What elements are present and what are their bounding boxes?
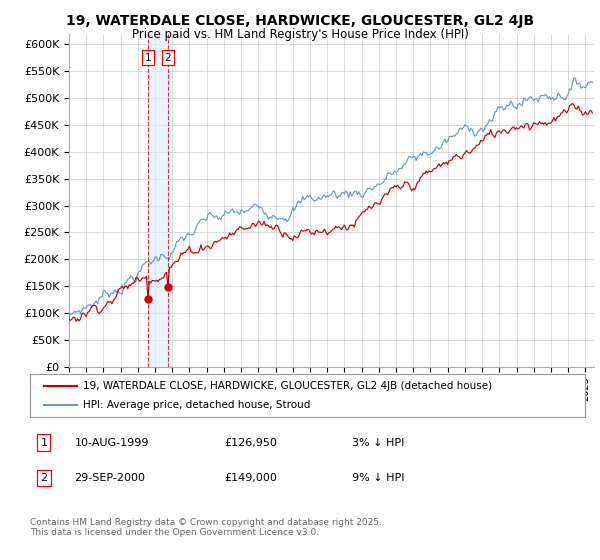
Text: 19, WATERDALE CLOSE, HARDWICKE, GLOUCESTER, GL2 4JB (detached house): 19, WATERDALE CLOSE, HARDWICKE, GLOUCEST… [83,381,492,391]
Text: 2: 2 [164,53,171,63]
Text: 29-SEP-2000: 29-SEP-2000 [74,473,145,483]
Text: 3% ↓ HPI: 3% ↓ HPI [352,437,404,447]
Text: 9% ↓ HPI: 9% ↓ HPI [352,473,404,483]
Text: Price paid vs. HM Land Registry's House Price Index (HPI): Price paid vs. HM Land Registry's House … [131,28,469,41]
Text: 1: 1 [145,53,152,63]
Text: HPI: Average price, detached house, Stroud: HPI: Average price, detached house, Stro… [83,400,310,410]
Text: £149,000: £149,000 [224,473,277,483]
Text: 10-AUG-1999: 10-AUG-1999 [74,437,149,447]
Text: £126,950: £126,950 [224,437,277,447]
Text: 2: 2 [40,473,47,483]
Text: 19, WATERDALE CLOSE, HARDWICKE, GLOUCESTER, GL2 4JB: 19, WATERDALE CLOSE, HARDWICKE, GLOUCEST… [66,14,534,28]
Text: 1: 1 [40,437,47,447]
Bar [148,34,168,367]
Text: Contains HM Land Registry data © Crown copyright and database right 2025.
This d: Contains HM Land Registry data © Crown c… [30,518,382,538]
FancyBboxPatch shape [30,374,585,417]
